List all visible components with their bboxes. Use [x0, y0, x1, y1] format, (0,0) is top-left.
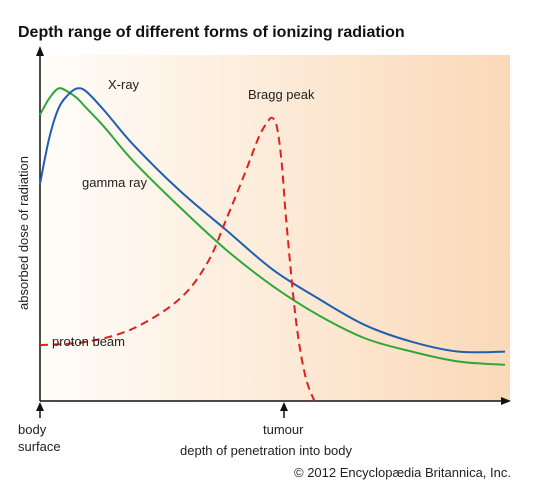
chart-title: Depth range of different forms of ionizi… — [18, 24, 405, 41]
plot-area — [40, 55, 510, 401]
annotation-bragg-peak: Bragg peak — [248, 87, 315, 102]
x-axis-arrow-icon — [501, 397, 511, 405]
series-line-x-ray — [39, 87, 506, 354]
y-axis-label: absorbed dose of radiation — [16, 156, 31, 310]
annotation-x-ray: X-ray — [108, 77, 140, 92]
annotation-gamma-ray: gamma ray — [82, 175, 148, 190]
marker-body-label-line2: surface — [18, 439, 61, 454]
y-axis-arrow-icon — [36, 46, 44, 56]
marker-tumour-label: tumour — [263, 422, 304, 437]
marker-body-surface: body surface — [18, 402, 61, 454]
up-arrow-icon — [280, 402, 288, 411]
marker-body-label-line1: body — [18, 422, 47, 437]
annotation-proton-beam: proton beam — [52, 334, 125, 349]
series-line-gamma-ray — [39, 87, 506, 366]
x-axis-label: depth of penetration into body — [180, 443, 353, 458]
marker-tumour: tumour — [263, 402, 304, 437]
credit-line: © 2012 Encyclopædia Britannica, Inc. — [294, 465, 511, 480]
series-line-proton-beam — [39, 116, 316, 402]
up-arrow-icon — [36, 402, 44, 411]
